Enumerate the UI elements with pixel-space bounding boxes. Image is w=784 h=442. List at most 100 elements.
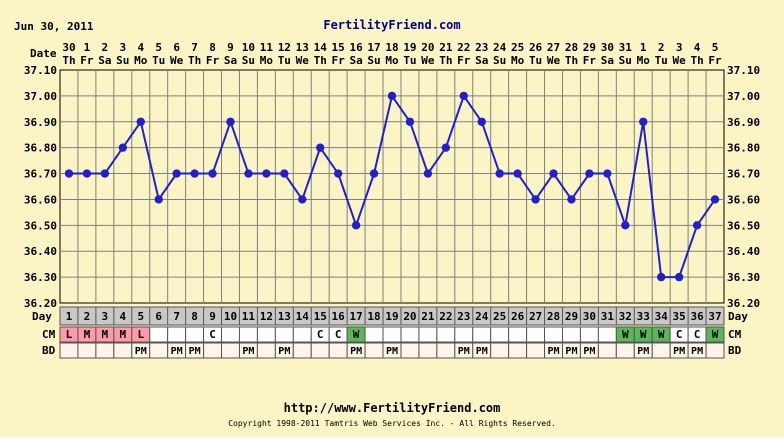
weekday-label: Fr bbox=[206, 54, 220, 67]
cycle-day-label: 24 bbox=[475, 310, 489, 323]
bd-row-label-right: BD bbox=[728, 344, 742, 357]
y-tick-label-left: 36.70 bbox=[24, 168, 57, 181]
date-label: 25 bbox=[511, 41, 524, 54]
temperature-point bbox=[692, 221, 702, 230]
date-label: 6 bbox=[173, 41, 180, 54]
date-label: 18 bbox=[385, 41, 398, 54]
y-tick-label-right: 37.10 bbox=[727, 64, 760, 77]
cycle-day-label: 35 bbox=[673, 310, 686, 323]
date-label: 1 bbox=[84, 41, 91, 54]
weekday-label: Su bbox=[242, 54, 255, 67]
cm-cell-label: L bbox=[137, 328, 144, 341]
weekday-label: Sa bbox=[224, 54, 237, 67]
cycle-day-label: 9 bbox=[209, 310, 216, 323]
y-tick-label-left: 37.10 bbox=[24, 64, 57, 77]
temperature-point bbox=[172, 169, 181, 178]
cm-cell bbox=[382, 326, 402, 343]
day-row-background bbox=[59, 306, 725, 326]
weekday-label: Th bbox=[62, 54, 75, 67]
weekday-label: Su bbox=[493, 54, 506, 67]
cycle-day-label: 19 bbox=[385, 310, 398, 323]
cycle-day-label: 10 bbox=[224, 310, 237, 323]
cycle-day-label: 29 bbox=[565, 310, 578, 323]
cm-cell bbox=[256, 326, 276, 343]
cycle-day-label: 21 bbox=[421, 310, 435, 323]
bd-cell-label: PM bbox=[386, 346, 398, 357]
bd-cell bbox=[77, 342, 97, 359]
cm-cell bbox=[561, 326, 581, 343]
y-tick-label-left: 36.40 bbox=[24, 245, 57, 258]
cm-cell-label: W bbox=[622, 328, 629, 341]
weekday-label: Mo bbox=[260, 54, 274, 67]
weekday-label: Tu bbox=[655, 54, 668, 67]
cm-cell bbox=[436, 326, 456, 343]
date-label: 2 bbox=[658, 41, 665, 54]
cycle-day-label: 36 bbox=[690, 310, 704, 323]
bd-cell-label: PM bbox=[350, 346, 362, 357]
cycle-day-label: 6 bbox=[155, 310, 162, 323]
temperature-point bbox=[316, 143, 325, 152]
bd-cell-label: PM bbox=[278, 346, 290, 357]
bd-cell-label: PM bbox=[673, 346, 685, 357]
weekday-label: Fr bbox=[457, 54, 471, 67]
temperature-point bbox=[262, 169, 271, 178]
bd-cell bbox=[256, 342, 276, 359]
y-tick-label-left: 36.30 bbox=[24, 271, 57, 284]
temperature-point bbox=[531, 195, 540, 204]
date-label: 5 bbox=[155, 41, 162, 54]
temperature-point bbox=[585, 169, 594, 178]
cm-cell-label: W bbox=[712, 328, 719, 341]
y-tick-label-right: 36.90 bbox=[727, 116, 760, 129]
y-tick-label-right: 36.20 bbox=[727, 297, 760, 310]
date-label: 9 bbox=[227, 41, 234, 54]
weekday-label: Th bbox=[565, 54, 578, 67]
cycle-day-label: 26 bbox=[511, 310, 525, 323]
y-tick-label-left: 37.00 bbox=[24, 90, 57, 103]
temperature-point bbox=[710, 195, 720, 204]
y-tick-label-left: 36.90 bbox=[24, 116, 57, 129]
cm-cell bbox=[508, 326, 528, 343]
cycle-day-label: 23 bbox=[457, 310, 470, 323]
temperature-point bbox=[100, 169, 110, 178]
date-label: 4 bbox=[137, 41, 144, 54]
cycle-day-label: 13 bbox=[278, 310, 291, 323]
weekday-label: Mo bbox=[134, 54, 148, 67]
footer-copyright: Copyright 1998-2011 Tamtris Web Services… bbox=[228, 419, 556, 428]
cm-cell bbox=[579, 326, 599, 343]
cycle-day-label: 34 bbox=[655, 310, 669, 323]
date-label: 28 bbox=[565, 41, 578, 54]
cycle-day-label: 18 bbox=[367, 310, 380, 323]
weekday-label: Su bbox=[619, 54, 632, 67]
cycle-day-label: 37 bbox=[708, 310, 721, 323]
grid-lines bbox=[60, 70, 724, 303]
temperature-points bbox=[64, 91, 720, 282]
cycle-day-label: 16 bbox=[332, 310, 346, 323]
day-row-label-left: Day bbox=[32, 310, 52, 323]
chart-date-text: Jun 30, 2011 bbox=[14, 20, 94, 33]
date-label: 19 bbox=[403, 41, 416, 54]
bd-cell bbox=[292, 342, 312, 359]
bd-cell bbox=[490, 342, 510, 359]
bd-row-label-left: BD bbox=[42, 344, 56, 357]
temperature-point bbox=[154, 195, 163, 204]
weekday-label: We bbox=[296, 54, 310, 67]
cycle-day-label: 33 bbox=[637, 310, 650, 323]
temperature-point bbox=[387, 91, 397, 101]
cycle-day-label: 27 bbox=[529, 310, 542, 323]
cm-cell bbox=[274, 326, 294, 343]
y-tick-label-right: 37.00 bbox=[727, 90, 760, 103]
weekday-label: Th bbox=[188, 54, 201, 67]
weekday-label: Tu bbox=[403, 54, 416, 67]
bd-cell bbox=[113, 342, 133, 359]
bd-cell-label: PM bbox=[637, 346, 649, 357]
bd-cell bbox=[615, 342, 635, 359]
day-row-label-right: Day bbox=[728, 310, 748, 323]
date-label: 16 bbox=[349, 41, 363, 54]
cycle-day-label: 11 bbox=[242, 310, 256, 323]
weekday-label: Th bbox=[314, 54, 327, 67]
cycle-day-label: 30 bbox=[583, 310, 596, 323]
temperature-point bbox=[423, 169, 433, 178]
y-tick-label-left: 36.80 bbox=[24, 142, 57, 155]
temperature-point bbox=[513, 169, 522, 178]
